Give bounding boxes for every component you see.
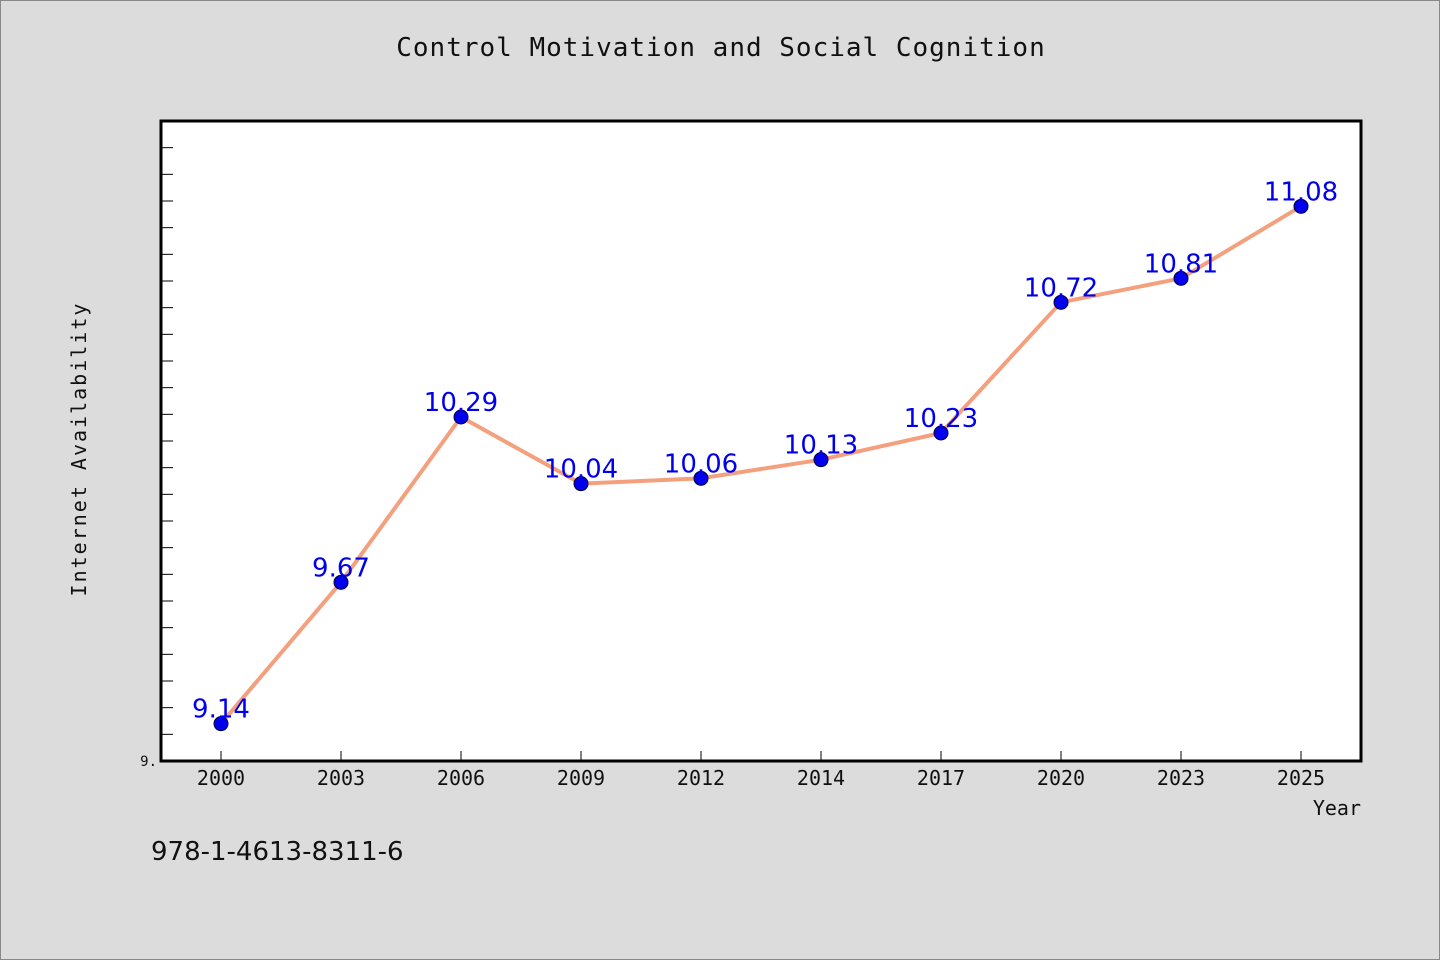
x-tick-label: 2009 xyxy=(557,766,605,790)
chart-title: Control Motivation and Social Cognition xyxy=(396,33,1046,63)
x-tick-label: 2023 xyxy=(1157,766,1205,790)
x-tick-label: 2025 xyxy=(1277,766,1325,790)
x-tick-label: 2000 xyxy=(197,766,245,790)
y-tick-label: 9. xyxy=(140,754,157,770)
data-label: 10.72 xyxy=(1024,273,1098,303)
x-axis-label: Year xyxy=(1312,796,1361,820)
data-point xyxy=(933,425,949,441)
data-point xyxy=(213,716,229,732)
x-tick-label: 2012 xyxy=(677,766,725,790)
plot-area xyxy=(159,119,1363,763)
data-label: 10.13 xyxy=(784,431,858,461)
x-tick-label: 2006 xyxy=(437,766,485,790)
data-label: 9.67 xyxy=(312,553,370,583)
isbn-note: 978-1-4613-8311-6 xyxy=(151,837,404,867)
data-point xyxy=(1053,294,1069,310)
data-point xyxy=(573,476,589,492)
data-label: 10.23 xyxy=(904,404,978,434)
data-label: 11.08 xyxy=(1264,177,1338,207)
data-label: 10.06 xyxy=(664,449,738,479)
data-label: 10.04 xyxy=(544,455,618,485)
data-point xyxy=(1293,198,1309,214)
data-point xyxy=(1173,270,1189,286)
data-point xyxy=(813,452,829,468)
data-point xyxy=(333,574,349,590)
data-label: 10.81 xyxy=(1144,249,1218,279)
x-tick-label: 2014 xyxy=(797,766,845,790)
x-tick-label: 2003 xyxy=(317,766,365,790)
data-label: 9.14 xyxy=(192,695,250,725)
series-line xyxy=(219,204,1303,726)
x-tick-label: 2020 xyxy=(1037,766,1085,790)
data-label: 10.29 xyxy=(424,388,498,418)
data-point xyxy=(693,470,709,486)
x-tick-label: 2017 xyxy=(917,766,965,790)
data-point xyxy=(453,409,469,425)
